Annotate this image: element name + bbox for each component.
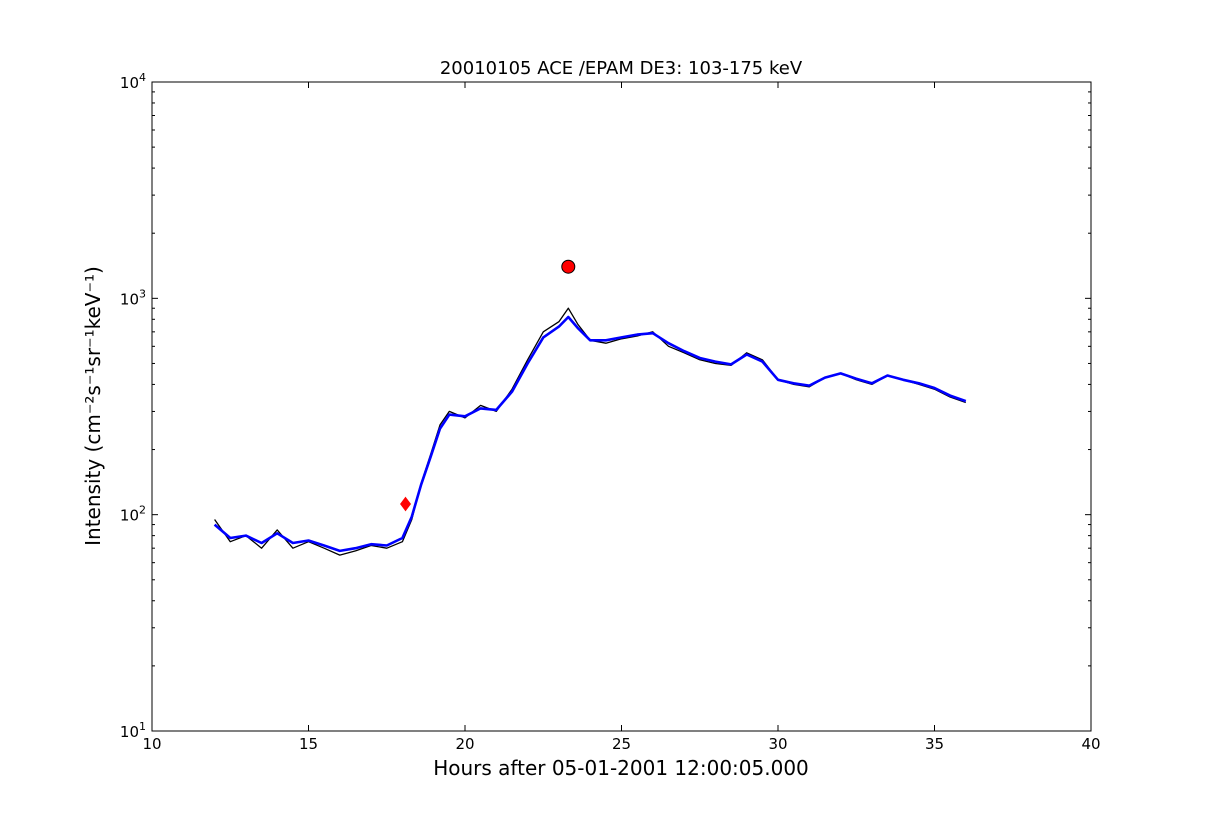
x-tick-label: 25 [612, 735, 631, 753]
x-tick-label: 15 [299, 735, 318, 753]
x-tick-label: 30 [768, 735, 787, 753]
x-tick-label: 35 [925, 735, 944, 753]
y-axis-label: Intensity (cm⁻²s⁻¹sr⁻¹keV⁻¹) [81, 266, 105, 546]
peak-marker [562, 260, 575, 273]
x-tick-label: 20 [455, 735, 474, 753]
x-tick-label: 10 [142, 735, 161, 753]
x-axis-label: Hours after 05-01-2001 12:00:05.000 [433, 756, 809, 780]
x-tick-label: 40 [1081, 735, 1100, 753]
chart-title: 20010105 ACE /EPAM DE3: 103-175 keV [440, 58, 803, 79]
